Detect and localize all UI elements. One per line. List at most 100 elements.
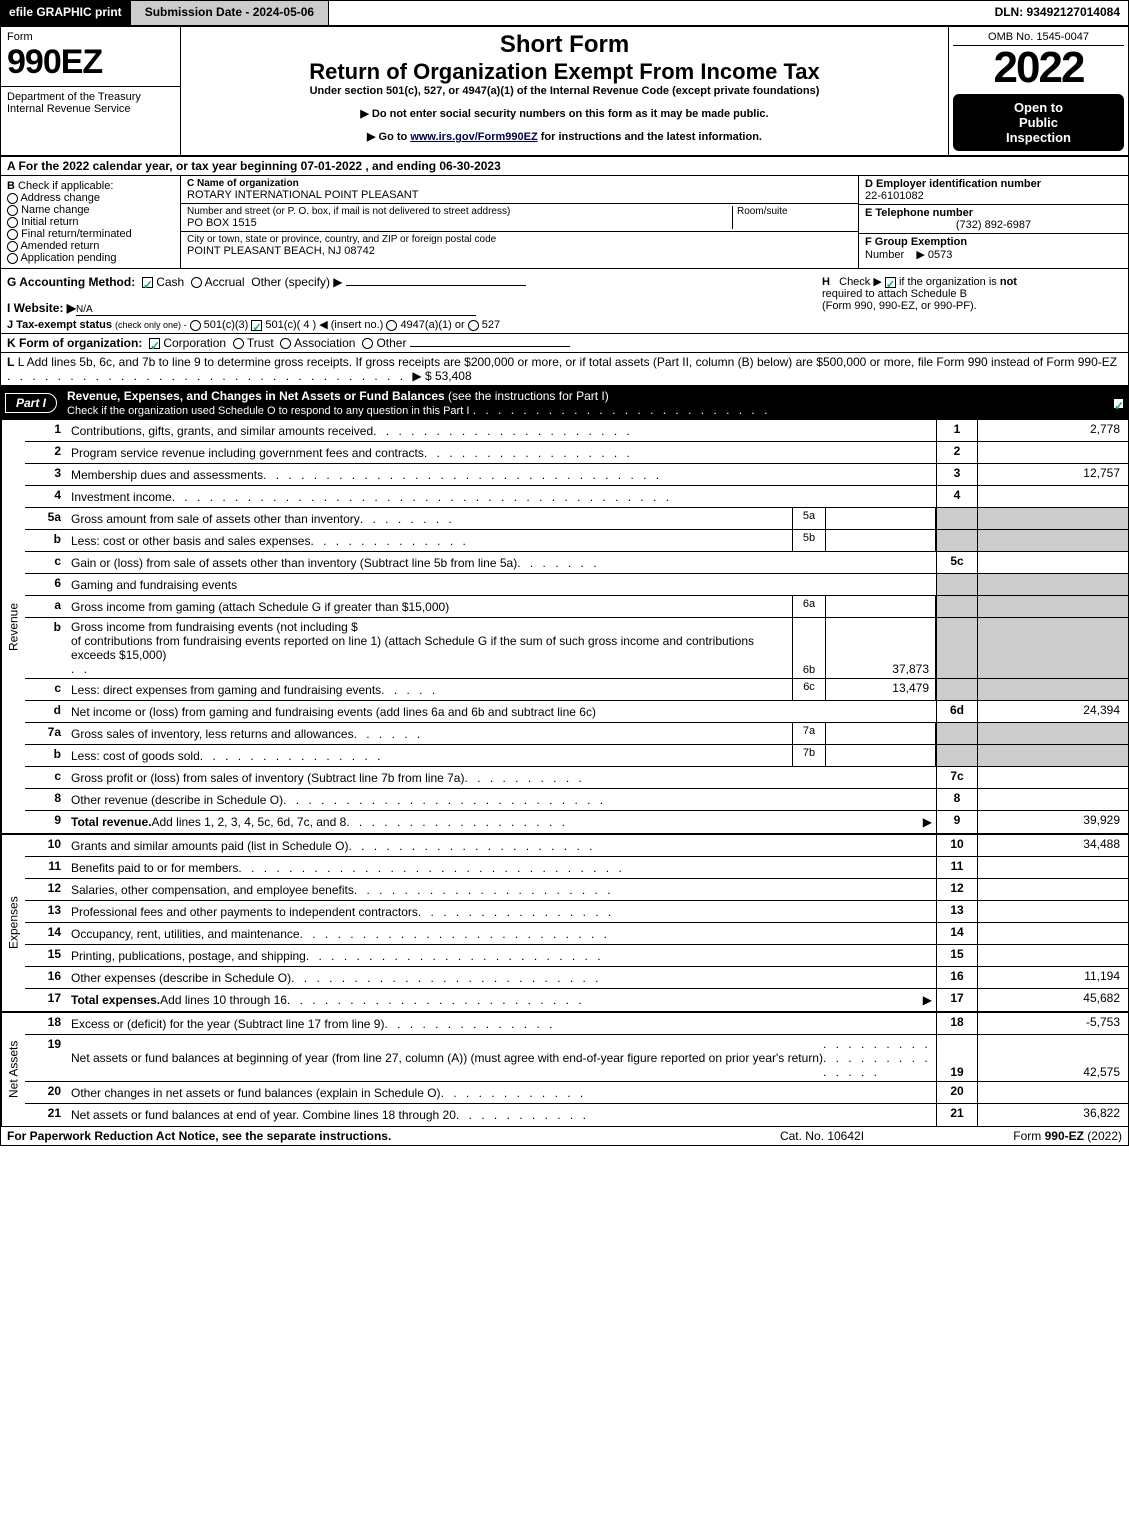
final-return-radio[interactable] <box>7 229 18 240</box>
assoc-radio[interactable] <box>280 338 291 349</box>
revenue-table: Revenue 1Contributions, gifts, grants, a… <box>1 420 1128 835</box>
group-exemption-value: ▶ 0573 <box>916 249 952 261</box>
l6-ln: 6 <box>25 574 67 595</box>
l8-ln: 8 <box>25 789 67 810</box>
assoc-label: Association <box>294 336 355 350</box>
b-label: B <box>7 180 15 192</box>
shade <box>936 596 978 617</box>
accrual-label: Accrual <box>205 275 245 289</box>
other-method-input[interactable] <box>346 285 526 286</box>
section-def: D Employer identification number 22-6101… <box>858 176 1128 268</box>
h-text4: (Form 990, 990-EZ, or 990-PF). <box>822 300 977 312</box>
l2-amt <box>978 442 1128 463</box>
shade <box>936 574 978 595</box>
website-label: I Website: ▶ <box>7 301 76 315</box>
l2-num: 2 <box>936 442 978 463</box>
l14-ln: 14 <box>25 923 67 944</box>
shade <box>978 508 1128 529</box>
l7c-amt <box>978 767 1128 788</box>
l11-ln: 11 <box>25 857 67 878</box>
l6c-sub: 6c <box>792 679 826 700</box>
addr-change-label: Address change <box>20 192 100 204</box>
l13-desc: Professional fees and other payments to … <box>71 905 418 919</box>
l6c-ln: c <box>25 679 67 700</box>
room-label: Room/suite <box>737 206 852 217</box>
name-change-radio[interactable] <box>7 205 18 216</box>
schedule-b-checkbox[interactable]: ✓ <box>885 277 896 288</box>
part1-check-note: Check if the organization used Schedule … <box>67 405 469 417</box>
shade <box>978 618 1128 678</box>
name-change-label: Name change <box>21 204 90 216</box>
irs-link[interactable]: www.irs.gov/Form990EZ <box>410 131 537 143</box>
l12-ln: 12 <box>25 879 67 900</box>
section-b: B Check if applicable: Address change Na… <box>1 176 181 268</box>
l9-desc2: Add lines 1, 2, 3, 4, 5c, 6d, 7c, and 8 <box>151 815 346 829</box>
h-not: not <box>1000 276 1017 288</box>
other-org-radio[interactable] <box>362 338 373 349</box>
irs-label: Internal Revenue Service <box>7 103 174 115</box>
l5b-ln: b <box>25 530 67 551</box>
l6a-desc: Gross income from gaming (attach Schedul… <box>71 600 449 614</box>
shade <box>936 618 978 678</box>
l9-amt: 39,929 <box>978 811 1128 833</box>
accrual-radio[interactable] <box>191 277 202 288</box>
city-value: POINT PLEASANT BEACH, NJ 08742 <box>187 245 852 257</box>
cash-checkbox[interactable]: ✓ <box>142 277 153 288</box>
4947-label: 4947(a)(1) or <box>400 319 464 331</box>
l13-ln: 13 <box>25 901 67 922</box>
l1-num: 1 <box>936 420 978 441</box>
l4-desc: Investment income <box>71 490 172 504</box>
efile-print-button[interactable]: efile GRAPHIC print <box>1 1 130 25</box>
j-label: J Tax-exempt status <box>7 319 112 331</box>
l12-num: 12 <box>936 879 978 900</box>
l21-ln: 21 <box>25 1104 67 1126</box>
corp-checkbox[interactable]: ✓ <box>149 338 160 349</box>
527-radio[interactable] <box>468 320 479 331</box>
501c-checkbox[interactable]: ✓ <box>251 320 262 331</box>
l5c-num: 5c <box>936 552 978 573</box>
fr-post: (2022) <box>1084 1129 1122 1143</box>
501c3-radio[interactable] <box>190 320 201 331</box>
l17-desc2: Add lines 10 through 16 <box>160 993 287 1007</box>
insp-l1: Open to <box>957 100 1120 115</box>
final-return-label: Final return/terminated <box>21 228 132 240</box>
footer-right: Form 990-EZ (2022) <box>922 1129 1122 1143</box>
trust-label: Trust <box>247 336 274 350</box>
l16-num: 16 <box>936 967 978 988</box>
l19-amt: 42,575 <box>978 1035 1128 1081</box>
inspection-badge: Open to Public Inspection <box>953 94 1124 151</box>
initial-return-radio[interactable] <box>7 217 18 228</box>
dln-label: DLN: 93492127014084 <box>987 1 1128 25</box>
l8-amt <box>978 789 1128 810</box>
4947-radio[interactable] <box>386 320 397 331</box>
amended-return-radio[interactable] <box>7 241 18 252</box>
l9-num: 9 <box>936 811 978 833</box>
l13-num: 13 <box>936 901 978 922</box>
netassets-side-label: Net Assets <box>1 1013 25 1126</box>
h-text2: if the organization is <box>899 276 1000 288</box>
l5c-ln: c <box>25 552 67 573</box>
part1-schedule-o-checkbox[interactable]: ✓ <box>1113 398 1124 409</box>
cash-label: Cash <box>156 275 184 289</box>
l17-num: 17 <box>936 989 978 1011</box>
l5a-sub: 5a <box>792 508 826 529</box>
l5a-subamt <box>826 508 936 529</box>
l5b-sub: 5b <box>792 530 826 551</box>
address-change-radio[interactable] <box>7 193 18 204</box>
l14-amt <box>978 923 1128 944</box>
l12-desc: Salaries, other compensation, and employ… <box>71 883 354 897</box>
b-check-label: Check if applicable: <box>18 180 113 192</box>
page-footer: For Paperwork Reduction Act Notice, see … <box>1 1126 1128 1145</box>
l18-amt: -5,753 <box>978 1013 1128 1034</box>
application-pending-radio[interactable] <box>7 253 18 264</box>
l4-ln: 4 <box>25 486 67 507</box>
l21-amt: 36,822 <box>978 1104 1128 1126</box>
l3-amt: 12,757 <box>978 464 1128 485</box>
l10-desc: Grants and similar amounts paid (list in… <box>71 839 348 853</box>
other-org-input[interactable] <box>410 346 570 347</box>
l6b-sub: 6b <box>792 618 826 678</box>
dept-label: Department of the Treasury <box>7 91 174 103</box>
l7b-desc: Less: cost of goods sold <box>71 749 200 763</box>
trust-radio[interactable] <box>233 338 244 349</box>
section-c: C Name of organization ROTARY INTERNATIO… <box>181 176 858 268</box>
